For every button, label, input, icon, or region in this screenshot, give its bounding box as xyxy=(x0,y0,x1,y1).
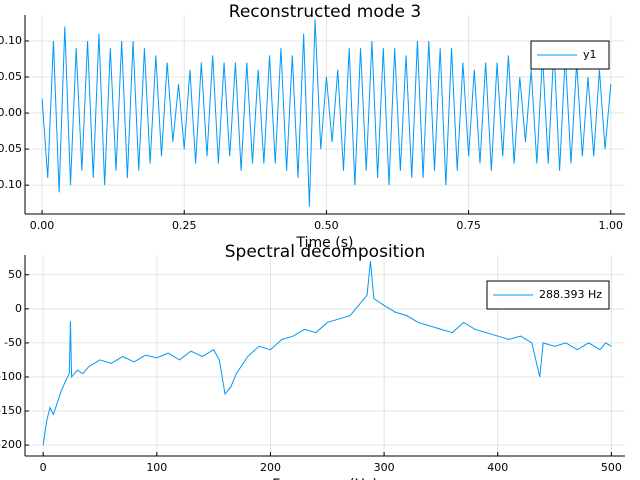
y-tick-label: -150 xyxy=(0,404,22,417)
x-tick-label: 300 xyxy=(374,461,395,474)
chart-title: Spectral decomposition xyxy=(225,242,425,262)
chart-title: Reconstructed mode 3 xyxy=(229,2,421,22)
x-tick-label: 200 xyxy=(260,461,281,474)
data-line xyxy=(42,261,612,446)
y-tick-label: -0.10 xyxy=(0,178,22,191)
x-tick-label: 0.00 xyxy=(30,219,55,232)
x-tick-label: 0.75 xyxy=(456,219,481,232)
y-tick-label: 0.10 xyxy=(0,34,22,47)
y-tick-label: -50 xyxy=(4,336,22,349)
legend-label: y1 xyxy=(583,48,597,61)
x-tick-label: 0.25 xyxy=(172,219,197,232)
data-line xyxy=(41,19,612,207)
y-tick-label: -200 xyxy=(0,438,22,451)
x-axis-label: Time (s) xyxy=(296,235,354,251)
y-tick-label: 0.05 xyxy=(0,70,22,83)
y-tick-label: 0 xyxy=(15,302,22,315)
x-tick-label: 0.50 xyxy=(314,219,339,232)
x-tick-label: 500 xyxy=(601,461,622,474)
legend-label: 288.393 Hz xyxy=(539,288,602,301)
x-tick-label: 400 xyxy=(487,461,508,474)
x-tick-label: 1.00 xyxy=(599,219,624,232)
x-tick-label: 0 xyxy=(40,461,47,474)
y-tick-label: -0.05 xyxy=(0,142,22,155)
y-tick-label: -100 xyxy=(0,370,22,383)
y-tick-label: 0.00 xyxy=(0,106,22,119)
y-tick-label: 50 xyxy=(8,268,22,281)
x-axis-label: Frequency (Hz) xyxy=(272,477,378,480)
x-tick-label: 100 xyxy=(146,461,167,474)
